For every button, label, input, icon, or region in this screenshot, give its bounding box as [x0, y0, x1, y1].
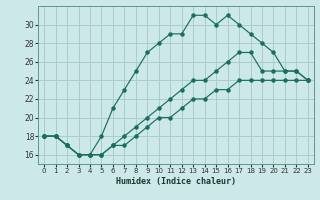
X-axis label: Humidex (Indice chaleur): Humidex (Indice chaleur) — [116, 177, 236, 186]
